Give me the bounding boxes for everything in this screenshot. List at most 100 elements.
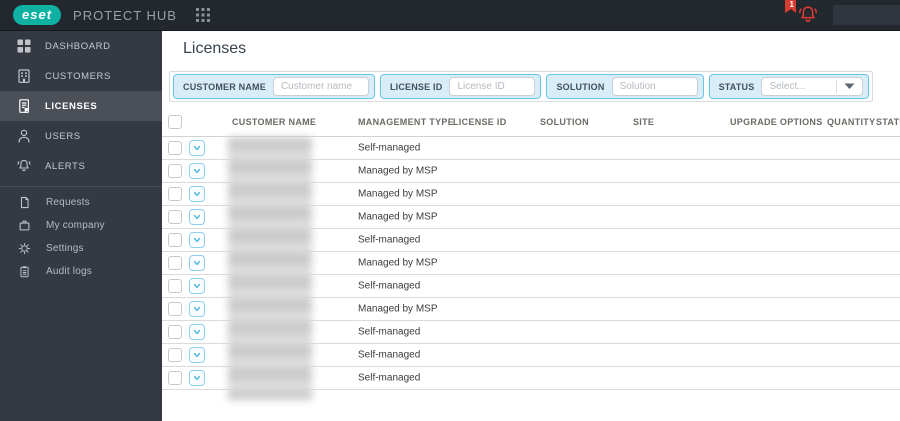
table-row: Managed by MSP <box>162 206 900 229</box>
sidebar-item-my-company[interactable]: My company <box>0 214 162 237</box>
expand-row-chevron-icon[interactable] <box>189 370 205 386</box>
filter-label: LICENSE ID <box>389 81 443 92</box>
sidebar-item-audit-logs[interactable]: Audit logs <box>0 260 162 283</box>
expand-row-chevron-icon[interactable] <box>189 278 205 294</box>
sidebar-item-settings[interactable]: Settings <box>0 237 162 260</box>
sidebar-item-label: Audit logs <box>46 266 92 277</box>
row-checkbox[interactable] <box>168 187 182 201</box>
filter-customer-name: CUSTOMER NAME <box>173 74 375 99</box>
gear-icon <box>17 242 31 256</box>
expand-row-chevron-icon[interactable] <box>189 232 205 248</box>
table-row: Self-managed <box>162 367 900 390</box>
expand-row-chevron-icon[interactable] <box>189 347 205 363</box>
table-header: CUSTOMER NAME MANAGEMENT TYPE LICENSE ID… <box>162 108 900 137</box>
briefcase-icon <box>17 219 31 233</box>
management-type-cell: Self-managed <box>358 349 421 361</box>
row-checkbox[interactable] <box>168 302 182 316</box>
table-row: Self-managed <box>162 321 900 344</box>
row-checkbox[interactable] <box>168 233 182 247</box>
sidebar-item-label: USERS <box>45 130 81 142</box>
col-header-quantity[interactable]: QUANTITY <box>827 117 876 127</box>
main-content: Licenses CUSTOMER NAME LICENSE ID SOLUTI… <box>162 31 900 421</box>
sidebar-item-label: DASHBOARD <box>45 40 111 52</box>
customer-name-filter-input[interactable] <box>272 77 369 96</box>
users-icon <box>15 127 33 145</box>
row-checkbox[interactable] <box>168 371 182 385</box>
filter-license-id: LICENSE ID <box>379 74 542 99</box>
sidebar-item-label: LICENSES <box>45 100 98 112</box>
table-row: Self-managed <box>162 229 900 252</box>
status-select[interactable]: Select... <box>761 77 863 96</box>
col-header-site[interactable]: SITE <box>633 117 655 127</box>
sidebar-secondary: Requests My company Settings <box>0 191 162 283</box>
filter-bar: CUSTOMER NAME LICENSE ID SOLUTION STATUS… <box>169 71 873 102</box>
license-id-filter-input[interactable] <box>449 77 536 96</box>
select-divider <box>836 80 837 93</box>
sidebar-item-requests[interactable]: Requests <box>0 191 162 214</box>
chevron-down-icon[interactable] <box>837 83 862 90</box>
expand-row-chevron-icon[interactable] <box>189 163 205 179</box>
col-header-solution[interactable]: SOLUTION <box>540 117 589 127</box>
sidebar-divider <box>0 186 162 187</box>
eset-logo[interactable]: eset <box>13 5 62 25</box>
sidebar-item-label: ALERTS <box>45 160 86 172</box>
management-type-cell: Self-managed <box>358 372 421 384</box>
sidebar-item-label: My company <box>46 220 105 231</box>
expand-row-chevron-icon[interactable] <box>189 209 205 225</box>
select-all-checkbox[interactable] <box>168 115 182 129</box>
table-row: Managed by MSP <box>162 160 900 183</box>
row-checkbox[interactable] <box>168 279 182 293</box>
user-account-redacted[interactable] <box>833 5 900 25</box>
alerts-bell-icon <box>15 157 33 175</box>
row-checkbox[interactable] <box>168 141 182 155</box>
management-type-cell: Self-managed <box>358 326 421 338</box>
topbar-right: 1 <box>785 0 900 27</box>
top-bar: eset PROTECT HUB 1 <box>0 0 900 31</box>
row-checkbox[interactable] <box>168 256 182 270</box>
col-header-management-type[interactable]: MANAGEMENT TYPE <box>358 117 455 127</box>
sidebar-item-licenses[interactable]: LICENSES <box>0 91 162 121</box>
notifications-bell-icon[interactable]: 1 <box>785 0 820 27</box>
filter-label: STATUS <box>718 81 755 92</box>
management-type-cell: Self-managed <box>358 142 421 154</box>
status-select-placeholder: Select... <box>769 81 806 92</box>
row-checkbox[interactable] <box>168 210 182 224</box>
customer-name-redacted-column <box>228 137 312 400</box>
row-checkbox[interactable] <box>168 164 182 178</box>
table-row: Self-managed <box>162 275 900 298</box>
licenses-icon <box>15 97 33 115</box>
management-type-cell: Managed by MSP <box>358 257 438 269</box>
col-header-customer-name[interactable]: CUSTOMER NAME <box>232 117 317 127</box>
expand-row-chevron-icon[interactable] <box>189 140 205 156</box>
filter-solution: SOLUTION <box>546 74 704 99</box>
sidebar-item-label: Settings <box>46 243 84 254</box>
notification-count-badge: 1 <box>785 0 796 13</box>
app-launcher-grid-icon[interactable] <box>195 8 210 22</box>
product-name: PROTECT HUB <box>73 7 177 23</box>
sidebar-item-dashboard[interactable]: DASHBOARD <box>0 31 162 61</box>
expand-row-chevron-icon[interactable] <box>189 186 205 202</box>
filter-label: SOLUTION <box>556 81 605 92</box>
row-checkbox[interactable] <box>168 325 182 339</box>
management-type-cell: Self-managed <box>358 280 421 292</box>
management-type-cell: Self-managed <box>358 234 421 246</box>
solution-filter-input[interactable] <box>611 77 698 96</box>
col-header-status[interactable]: STATUS <box>876 117 900 127</box>
management-type-cell: Managed by MSP <box>358 211 438 223</box>
management-type-cell: Managed by MSP <box>358 165 438 177</box>
expand-row-chevron-icon[interactable] <box>189 301 205 317</box>
expand-row-chevron-icon[interactable] <box>189 255 205 271</box>
table-body: Self-managed Managed by MSP Managed by M… <box>162 137 900 400</box>
row-checkbox[interactable] <box>168 348 182 362</box>
table-row: Managed by MSP <box>162 252 900 275</box>
table-row: Managed by MSP <box>162 183 900 206</box>
sidebar-item-users[interactable]: USERS <box>0 121 162 151</box>
requests-icon <box>17 196 31 210</box>
sidebar-item-customers[interactable]: CUSTOMERS <box>0 61 162 91</box>
col-header-upgrade-options[interactable]: UPGRADE OPTIONS <box>730 117 823 127</box>
sidebar-item-alerts[interactable]: ALERTS <box>0 151 162 181</box>
expand-row-chevron-icon[interactable] <box>189 324 205 340</box>
filter-status: STATUS Select... <box>708 74 869 99</box>
col-header-license-id[interactable]: LICENSE ID <box>453 117 507 127</box>
table-row: Self-managed <box>162 344 900 367</box>
